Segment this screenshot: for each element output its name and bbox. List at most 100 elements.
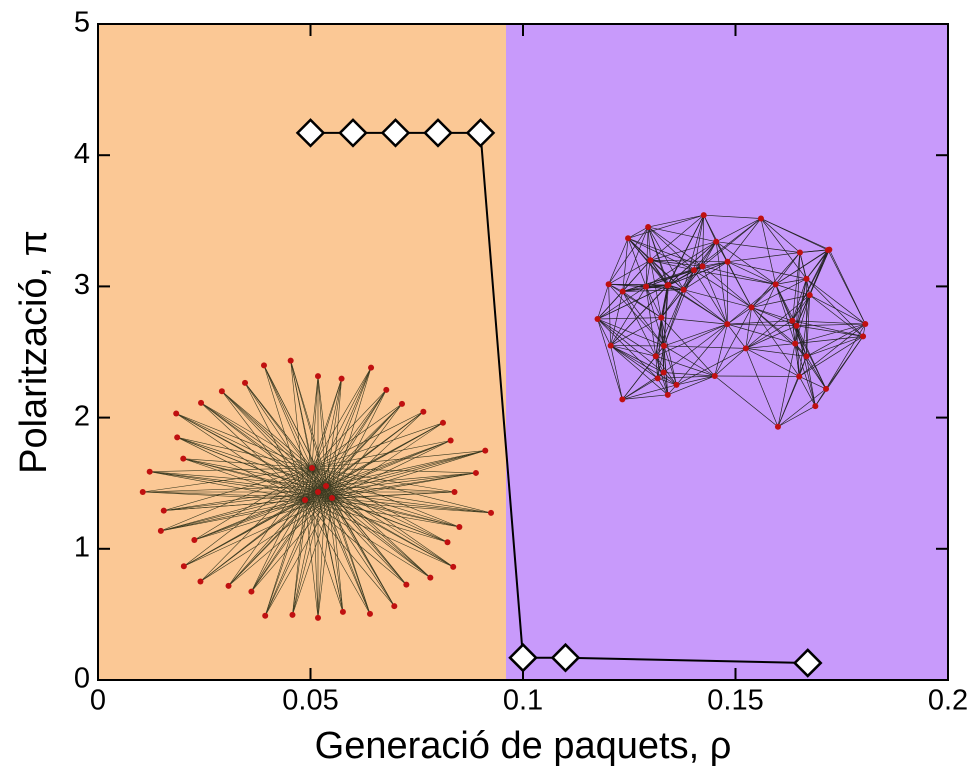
shaded-region xyxy=(98,24,506,680)
x-tick-label: 0 xyxy=(90,685,106,717)
network-node xyxy=(452,489,458,495)
network-node xyxy=(691,267,697,273)
network-node xyxy=(340,609,346,615)
network-node xyxy=(445,539,451,545)
network-node xyxy=(180,456,186,462)
network-node xyxy=(620,289,626,295)
network-node xyxy=(219,388,225,394)
network-node xyxy=(661,343,667,349)
network-node xyxy=(482,448,488,454)
y-tick-label: 2 xyxy=(74,400,90,432)
network-node xyxy=(427,575,433,581)
y-tick-label: 4 xyxy=(74,138,90,170)
network-node xyxy=(619,396,625,402)
network-node xyxy=(758,215,764,221)
network-node xyxy=(315,615,321,621)
network-node xyxy=(383,387,389,393)
network-node xyxy=(440,420,446,426)
network-node xyxy=(701,212,707,218)
network-node xyxy=(289,612,295,618)
y-tick-label: 3 xyxy=(74,269,90,301)
network-node xyxy=(191,537,197,543)
network-node xyxy=(248,589,254,595)
network-node xyxy=(807,292,813,298)
network-node xyxy=(773,281,779,287)
network-node xyxy=(608,343,614,349)
network-node xyxy=(367,611,373,617)
network-node xyxy=(643,284,649,290)
network-node xyxy=(315,373,321,379)
network-node xyxy=(197,579,203,585)
network-node xyxy=(823,386,829,392)
network-node xyxy=(658,315,664,321)
network-node xyxy=(789,318,795,324)
y-tick-label: 1 xyxy=(74,531,90,563)
shaded-region xyxy=(506,24,948,680)
network-node xyxy=(420,409,426,415)
network-node xyxy=(339,376,345,382)
network-node xyxy=(625,235,631,241)
network-node xyxy=(661,369,667,375)
network-node xyxy=(288,358,294,364)
x-tick-label: 0.1 xyxy=(503,685,543,717)
x-tick-label: 0.05 xyxy=(282,685,338,717)
network-node xyxy=(315,489,321,495)
network-node xyxy=(473,470,479,476)
network-node xyxy=(712,373,718,379)
network-node xyxy=(812,403,818,409)
network-node xyxy=(724,259,730,265)
network-node xyxy=(174,434,180,440)
x-axis-label: Generació de paquets, ρ xyxy=(315,725,732,767)
network-node xyxy=(181,563,187,569)
network-node xyxy=(655,375,661,381)
network-node xyxy=(775,424,781,430)
network-node xyxy=(158,528,164,534)
network-node xyxy=(147,469,153,475)
network-node xyxy=(803,353,809,359)
network-node xyxy=(647,257,653,263)
network-node xyxy=(140,489,146,495)
network-node xyxy=(803,276,809,282)
network-node xyxy=(262,613,268,619)
network-node xyxy=(242,380,248,386)
network-node xyxy=(198,400,204,406)
chart: 00.050.10.150.2012345 Generació de paque… xyxy=(0,0,980,779)
network-node xyxy=(261,362,267,368)
network-node xyxy=(681,287,687,293)
network-node xyxy=(665,392,671,398)
y-axis-label: Polarització, π xyxy=(13,230,55,474)
network-node xyxy=(399,401,405,407)
network-node xyxy=(173,411,179,417)
y-tick-label: 5 xyxy=(74,7,90,39)
x-tick-label: 0.2 xyxy=(928,685,968,717)
network-node xyxy=(713,239,719,245)
network-node xyxy=(673,382,679,388)
network-node xyxy=(749,304,755,310)
network-node xyxy=(797,250,803,256)
network-node xyxy=(329,495,335,501)
network-node xyxy=(456,524,462,530)
network-node xyxy=(860,333,866,339)
network-node xyxy=(699,263,705,269)
network-node xyxy=(391,603,397,609)
network-node xyxy=(309,465,315,471)
network-node xyxy=(794,323,800,329)
network-node xyxy=(796,373,802,379)
network-node xyxy=(606,281,612,287)
network-node xyxy=(595,316,601,322)
network-node xyxy=(743,345,749,351)
network-node xyxy=(403,582,409,588)
network-node xyxy=(323,483,329,489)
network-node xyxy=(448,438,454,444)
network-node xyxy=(645,224,651,230)
network-node xyxy=(161,508,167,514)
network-node xyxy=(826,247,832,253)
network-node xyxy=(665,282,671,288)
network-node xyxy=(368,365,374,371)
network-node xyxy=(302,497,308,503)
network-node xyxy=(488,510,494,516)
y-tick-label: 0 xyxy=(74,663,90,695)
network-node xyxy=(862,321,868,327)
network-node xyxy=(792,341,798,347)
network-node xyxy=(653,353,659,359)
